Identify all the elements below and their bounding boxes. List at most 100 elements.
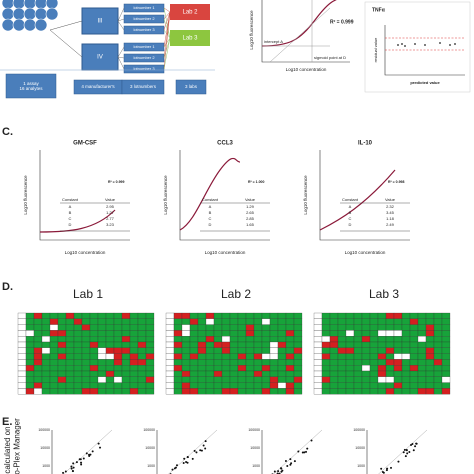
heat-cell: [65, 324, 75, 331]
heat-cell: [33, 312, 43, 319]
heat-cell: [433, 330, 443, 337]
summary-box: [175, 79, 207, 95]
heat-cell: [145, 370, 155, 377]
heat-cell: [213, 359, 223, 366]
heat-cell: [97, 376, 107, 383]
heat-cell: [245, 365, 255, 372]
table-header: Constant: [202, 197, 219, 202]
connector: [117, 18, 125, 22]
heat-cell: [113, 347, 123, 354]
heat-cell: [181, 365, 191, 372]
plot-title: GM-CSF: [73, 141, 97, 147]
bead: [45, 7, 59, 21]
point: [97, 442, 100, 445]
heat-cell: [189, 324, 199, 331]
heat-cell: [97, 347, 107, 354]
heat-cell: [221, 330, 231, 337]
point: [91, 450, 94, 453]
heat-cell: [433, 347, 443, 354]
heat-cell: [377, 388, 387, 395]
axis-label: Log10 concentration: [205, 250, 246, 255]
heat-cell: [313, 376, 323, 383]
axes: [319, 150, 410, 241]
heat-cell: [417, 341, 427, 348]
heat-cell: [321, 312, 331, 319]
heat-cell: [145, 330, 155, 337]
heat-cell: [401, 370, 411, 377]
heat-cell: [137, 347, 147, 354]
heat-cell: [269, 324, 279, 331]
lab-link: [163, 37, 171, 59]
heat-cell: [129, 312, 139, 319]
summary-box: [5, 73, 57, 99]
heat-cell: [441, 341, 451, 348]
heat-cell: [441, 376, 451, 383]
heat-cell: [129, 336, 139, 343]
heat-cell: [369, 341, 379, 348]
heat-cell: [329, 318, 339, 325]
table-cell: C: [69, 216, 72, 221]
lab-link: [163, 7, 171, 13]
heat-cell: [361, 353, 371, 360]
heat-cell: [165, 330, 175, 337]
heat-cell: [425, 370, 435, 377]
axes: [179, 150, 270, 241]
r2: R² = 0.999: [108, 180, 124, 184]
heat-cell: [205, 359, 215, 366]
heat-cell: [25, 330, 35, 337]
bead: [34, 18, 48, 32]
panel-letter: E.: [2, 416, 12, 428]
heat-cell: [105, 359, 115, 366]
heat-cell: [173, 376, 183, 383]
heat-cell: [229, 324, 239, 331]
heat-cell: [81, 353, 91, 360]
heat-cell: [377, 370, 387, 377]
heat-cell: [81, 359, 91, 366]
heat-cell: [49, 324, 59, 331]
connector: [117, 7, 125, 22]
heat-cell: [165, 324, 175, 331]
heat-cell: [285, 341, 295, 348]
heat-cell: [409, 376, 419, 383]
heat-cell: [261, 370, 271, 377]
heat-cell: [401, 353, 411, 360]
lab-label: Lab 3: [182, 36, 198, 42]
heat-cell: [261, 324, 271, 331]
heat-cell: [293, 341, 303, 348]
heat-cell: [237, 365, 247, 372]
heat-cell: [213, 388, 223, 395]
table-cell: 2.65: [246, 210, 255, 215]
point: [386, 467, 389, 470]
heat-cell: [73, 359, 83, 366]
heat-cell: [49, 336, 59, 343]
heat-cell: [205, 318, 215, 325]
point: [402, 451, 405, 454]
heat-cell: [393, 341, 403, 348]
heat-cell: [441, 370, 451, 377]
heat-cell: [197, 341, 207, 348]
heat-cell: [369, 376, 379, 383]
heat-cell: [213, 336, 223, 343]
heat-cell: [221, 382, 231, 389]
heat-cell: [385, 370, 395, 377]
heat-cell: [409, 324, 419, 331]
lab-link: [163, 7, 171, 39]
heat-cell: [393, 347, 403, 354]
heat-cell: [17, 370, 27, 377]
heat-cell: [321, 336, 331, 343]
heat-cell: [269, 376, 279, 383]
heat-cell: [377, 324, 387, 331]
residual-title: TNFα: [372, 7, 386, 13]
point: [202, 444, 205, 447]
heat-cell: [145, 353, 155, 360]
heat-cell: [253, 382, 263, 389]
heat-cell: [393, 330, 403, 337]
heat-cell: [393, 365, 403, 372]
heat-cell: [17, 330, 27, 337]
heat-cell: [369, 353, 379, 360]
heat-cell: [229, 376, 239, 383]
heat-cell: [33, 341, 43, 348]
heat-cell: [369, 330, 379, 337]
heat-cell: [277, 318, 287, 325]
heat-cell: [121, 359, 131, 366]
